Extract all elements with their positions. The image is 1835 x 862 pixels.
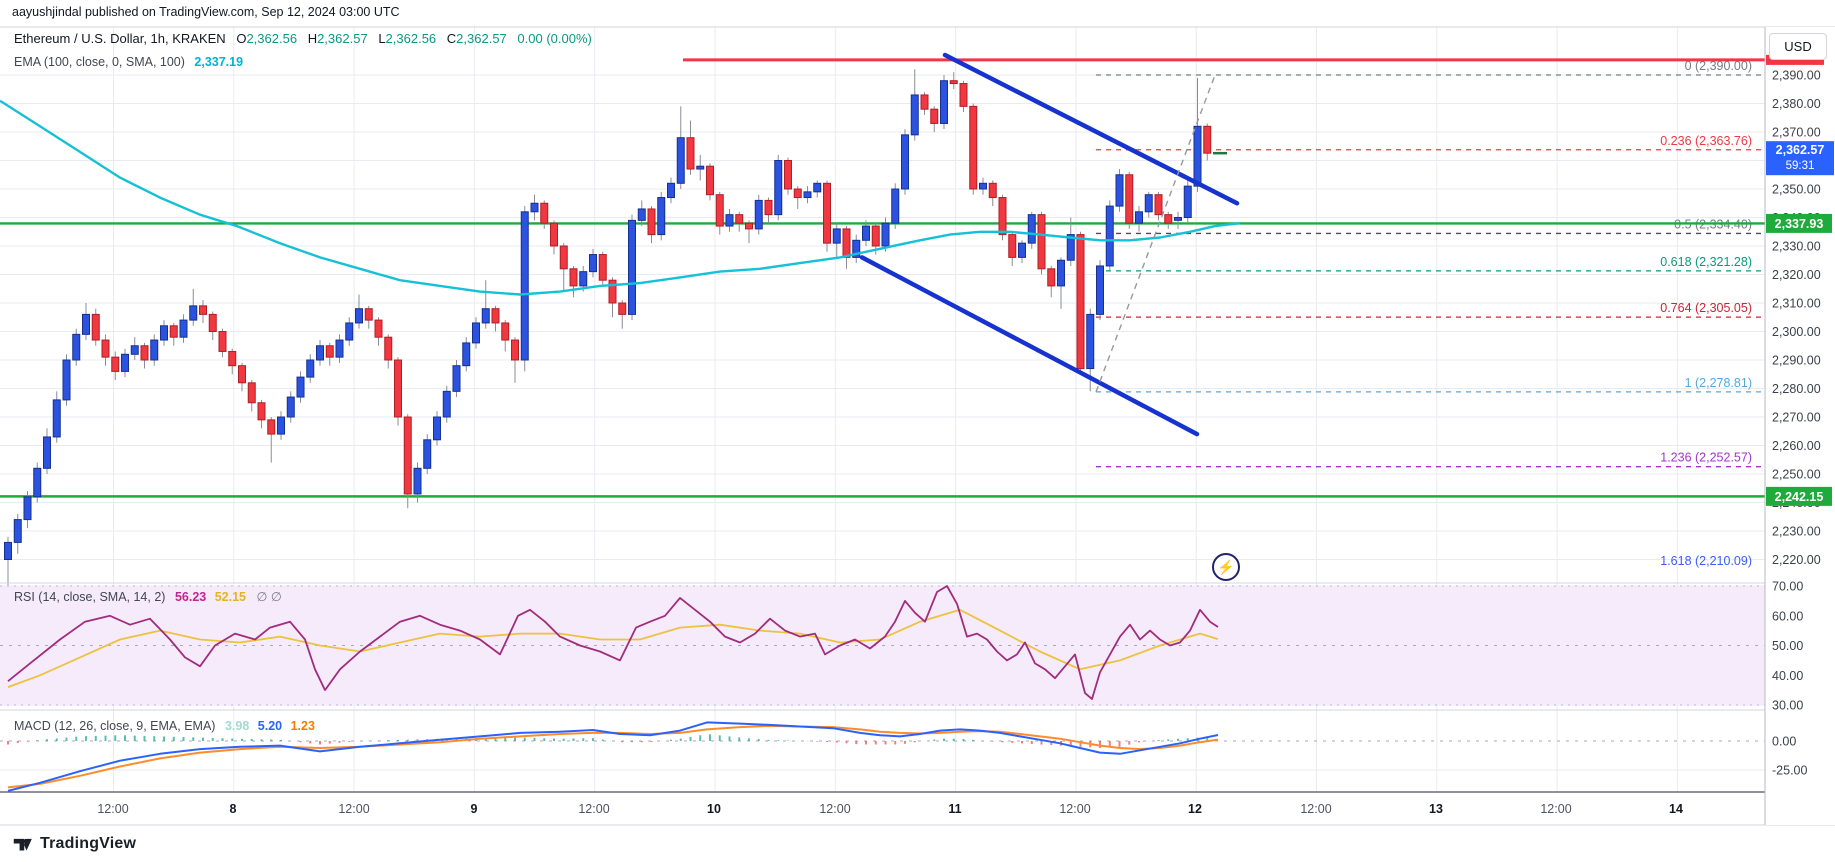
svg-text:11: 11: [948, 802, 961, 816]
time-axis[interactable]: 12:00 8 12:00 9 12:00 10 12:00 11 12:00 12 12:00 13…: [97, 802, 1683, 816]
macd-label: MACD (12, 26, close, 9, EMA, EMA): [14, 719, 216, 733]
svg-text:1 (2,278.81): 1 (2,278.81): [1685, 376, 1752, 390]
svg-text:2,380.00: 2,380.00: [1772, 97, 1821, 111]
svg-text:2,250.00: 2,250.00: [1772, 468, 1821, 482]
svg-text:2,320.00: 2,320.00: [1772, 268, 1821, 282]
rsi-band: [0, 585, 1765, 706]
rsi-ma-value: 52.15: [214, 590, 246, 604]
horizontal-line-drawings: [0, 58, 1765, 498]
attribution-text: aayushjindal published on TradingView.co…: [12, 5, 400, 19]
svg-text:⚡: ⚡: [1217, 559, 1234, 576]
svg-text:10: 10: [707, 802, 721, 816]
svg-text:12:00: 12:00: [578, 802, 609, 816]
pane-separators: [0, 26, 1835, 826]
svg-text:2,242.15: 2,242.15: [1775, 490, 1824, 504]
candlestick-series: [4, 69, 1227, 586]
svg-text:0.764 (2,305.05): 0.764 (2,305.05): [1660, 301, 1752, 315]
svg-text:70.00: 70.00: [1772, 580, 1803, 594]
price-scale[interactable]: 2,390.002,380.002,370.002,360.002,350.00…: [1764, 27, 1835, 825]
ohlc-high-key: H: [307, 31, 318, 46]
svg-text:2,220.00: 2,220.00: [1772, 553, 1821, 567]
ema-legend[interactable]: EMA (100, close, 0, SMA, 100) 2,337.19: [14, 55, 243, 69]
macd-legend[interactable]: MACD (12, 26, close, 9, EMA, EMA) 3.98 5…: [14, 719, 315, 733]
svg-text:14: 14: [1669, 802, 1683, 816]
svg-text:60.00: 60.00: [1772, 609, 1803, 623]
macd-hist-value: 3.98: [224, 719, 250, 733]
svg-text:2,300.00: 2,300.00: [1772, 325, 1821, 339]
svg-text:2,370.00: 2,370.00: [1772, 126, 1821, 140]
current-price-badge: 2,362.57 59:31: [1766, 141, 1834, 176]
ema-label: EMA (100, close, 0, SMA, 100): [14, 55, 185, 69]
rsi-ma-line: [7, 608, 1219, 688]
svg-text:9: 9: [471, 802, 478, 816]
svg-text:2,390.00: 2,390.00: [1772, 69, 1821, 83]
rsi-label: RSI (14, close, SMA, 14, 2): [14, 590, 166, 604]
svg-text:2,350.00: 2,350.00: [1772, 183, 1821, 197]
svg-text:2,280.00: 2,280.00: [1772, 382, 1821, 396]
svg-text:2,260.00: 2,260.00: [1772, 439, 1821, 453]
svg-text:12:00: 12:00: [1540, 802, 1571, 816]
symbol-title: Ethereum / U.S. Dollar, 1h, KRAKEN: [14, 31, 226, 46]
symbol-legend[interactable]: Ethereum / U.S. Dollar, 1h, KRAKEN O2,36…: [14, 31, 592, 46]
svg-text:12:00: 12:00: [819, 802, 850, 816]
svg-text:12:00: 12:00: [97, 802, 128, 816]
svg-text:8: 8: [230, 802, 237, 816]
svg-text:40.00: 40.00: [1772, 669, 1803, 683]
svg-text:59:31: 59:31: [1786, 160, 1815, 172]
macd-pane: [0, 721, 1765, 792]
ohlc-close-key: C: [446, 31, 457, 46]
svg-text:12:00: 12:00: [1300, 802, 1331, 816]
svg-text:0 (2,390.00): 0 (2,390.00): [1685, 59, 1752, 73]
ohlc-low-key: L: [378, 31, 386, 46]
svg-text:2,270.00: 2,270.00: [1772, 411, 1821, 425]
ohlc-open-key: O: [236, 31, 247, 46]
svg-text:0.618 (2,321.28): 0.618 (2,321.28): [1660, 255, 1752, 269]
rsi-empty-values: ∅ ∅: [256, 590, 282, 604]
ema-value: 2,337.19: [194, 55, 244, 69]
macd-line: [7, 721, 1219, 792]
svg-text:12: 12: [1188, 802, 1202, 816]
svg-text:2,310.00: 2,310.00: [1772, 297, 1821, 311]
svg-text:2,330.00: 2,330.00: [1772, 240, 1821, 254]
currency-unit-button[interactable]: USD: [1769, 33, 1827, 60]
price-line-badge: 2,337.93: [1766, 213, 1832, 233]
svg-text:2,290.00: 2,290.00: [1772, 354, 1821, 368]
tradingview-logo-icon: [12, 833, 33, 854]
rsi-pane: [7, 585, 1219, 700]
svg-text:1.236 (2,252.57): 1.236 (2,252.57): [1660, 451, 1752, 465]
tradingview-logo[interactable]: TradingView: [12, 833, 136, 854]
ohlc-open-value: 2,362.56: [246, 31, 298, 46]
svg-text:0.236 (2,363.76): 0.236 (2,363.76): [1660, 134, 1752, 148]
svg-text:2,230.00: 2,230.00: [1772, 525, 1821, 539]
svg-text:2,362.57: 2,362.57: [1776, 143, 1825, 157]
ohlc-close-value: 2,362.57: [456, 31, 507, 46]
fib-anchor-trendline: [1095, 74, 1216, 393]
svg-text:13: 13: [1429, 802, 1443, 816]
ema-line: [0, 99, 1241, 296]
macd-value: 5.20: [257, 719, 283, 733]
tradingview-logo-text: TradingView: [40, 834, 137, 852]
quick-action-icon[interactable]: ⚡: [1212, 553, 1240, 581]
svg-text:50.00: 50.00: [1772, 639, 1803, 653]
svg-text:-25.00: -25.00: [1772, 764, 1807, 778]
descending-channel: [859, 52, 1240, 437]
svg-text:2,337.93: 2,337.93: [1775, 217, 1824, 231]
svg-text:12:00: 12:00: [1059, 802, 1090, 816]
svg-text:30.00: 30.00: [1772, 699, 1803, 713]
rsi-line: [7, 585, 1219, 700]
ohlc-high-value: 2,362.57: [317, 31, 368, 46]
rsi-legend[interactable]: RSI (14, close, SMA, 14, 2) 56.23 52.15 …: [14, 589, 282, 604]
macd-signal-value: 1.23: [290, 719, 315, 733]
macd-signal-line: [7, 724, 1219, 789]
svg-text:0.00: 0.00: [1772, 735, 1796, 749]
svg-text:1.618 (2,210.09): 1.618 (2,210.09): [1660, 554, 1752, 568]
price-change: 0.00 (0.00%): [517, 31, 592, 46]
svg-text:12:00: 12:00: [338, 802, 369, 816]
ohlc-low-value: 2,362.56: [385, 31, 437, 46]
price-line-badge: 2,242.15: [1766, 486, 1832, 506]
rsi-value: 56.23: [174, 590, 207, 604]
